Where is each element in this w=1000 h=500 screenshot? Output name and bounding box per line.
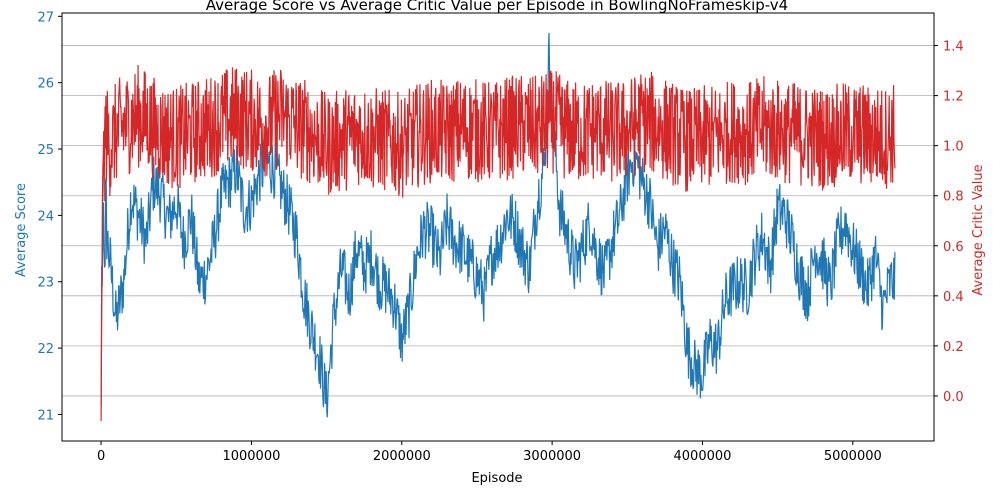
x-tick-label: 1000000 [222,449,280,464]
right-y-tick-label: 0.0 [943,390,964,405]
x-tick-label: 5000000 [824,449,882,464]
x-tick-label: 2000000 [373,449,431,464]
right-y-tick-label: 0.4 [943,290,964,305]
left-y-tick-label: 25 [37,143,54,158]
x-tick-label: 0 [97,449,105,464]
right-y-tick-label: 1.0 [943,140,964,155]
axes: 0 1000000 2000000 3000000 4000000 5000000 21 22… [37,10,963,464]
plot-frame [61,12,935,442]
left-y-tick-label: 21 [37,408,54,423]
right-y-tick-label: 1.4 [943,40,964,55]
left-y-tick-label: 22 [37,342,54,357]
left-y-tick-label: 27 [37,10,54,25]
right-y-tick-label: 0.8 [943,190,964,205]
series-layer [100,32,896,422]
right-y-tick-label: 0.2 [943,340,964,355]
chart-title: Average Score vs Average Critic Value pe… [206,0,788,14]
left-y-tick-label: 24 [37,209,54,224]
x-axis-label: Episode [471,471,522,486]
left-y-axis-label: Average Score [14,183,29,277]
right-y-tick-label: 1.2 [943,90,964,105]
right-y-axis-label: Average Critic Value [971,164,986,295]
left-y-tick-label: 23 [37,276,54,291]
right-y-tick-label: 0.6 [943,240,964,255]
x-tick-label: 3000000 [523,449,581,464]
left-y-tick-label: 26 [37,77,54,92]
x-tick-label: 4000000 [674,449,732,464]
critic-line [100,64,896,422]
score-line [100,32,896,418]
